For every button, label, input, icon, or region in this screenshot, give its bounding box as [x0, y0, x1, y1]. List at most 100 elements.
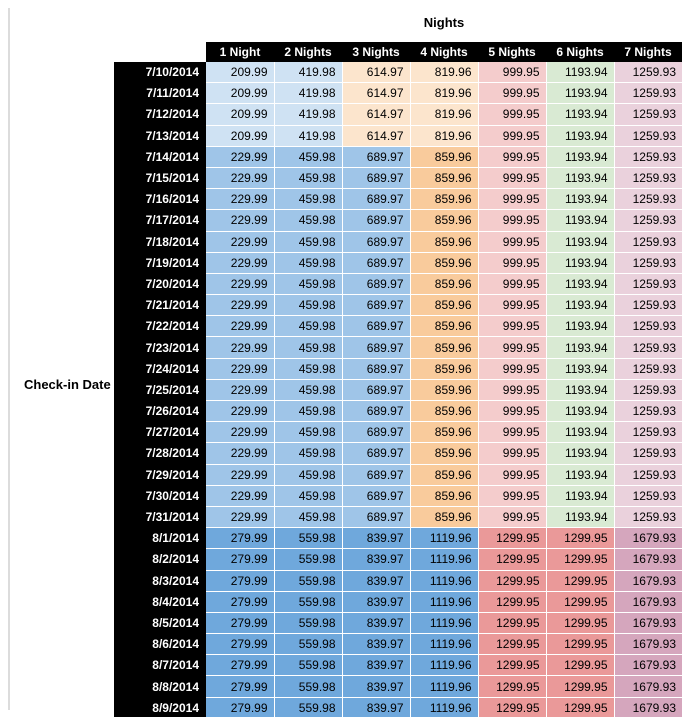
date-cell[interactable]: 7/21/2014 — [114, 294, 206, 316]
price-cell[interactable]: 279.99 — [206, 696, 274, 717]
price-cell[interactable]: 229.99 — [206, 209, 274, 231]
price-cell[interactable]: 1299.95 — [477, 548, 546, 570]
price-cell[interactable]: 839.97 — [341, 611, 410, 634]
price-cell[interactable]: 859.96 — [409, 399, 478, 422]
price-cell[interactable]: 689.97 — [341, 336, 410, 359]
price-cell[interactable]: 459.98 — [273, 505, 342, 528]
price-cell[interactable]: 859.96 — [409, 294, 478, 316]
price-cell[interactable]: 209.99 — [206, 62, 274, 83]
price-cell[interactable]: 839.97 — [341, 675, 410, 698]
price-cell[interactable]: 1119.96 — [409, 527, 478, 549]
price-cell[interactable]: 459.98 — [273, 378, 342, 401]
price-cell[interactable]: 419.98 — [273, 82, 342, 104]
price-cell[interactable]: 1299.95 — [545, 696, 614, 717]
price-cell[interactable]: 559.98 — [273, 611, 342, 634]
date-cell[interactable]: 7/26/2014 — [114, 400, 206, 422]
price-cell[interactable]: 689.97 — [341, 272, 410, 295]
price-cell[interactable]: 859.96 — [409, 484, 478, 507]
date-cell[interactable]: 8/5/2014 — [114, 612, 206, 634]
price-cell[interactable]: 859.96 — [409, 188, 478, 210]
price-cell[interactable]: 279.99 — [206, 569, 274, 592]
price-cell[interactable]: 839.97 — [341, 590, 410, 613]
price-cell[interactable]: 229.99 — [206, 378, 274, 401]
date-cell[interactable]: 7/17/2014 — [114, 209, 206, 231]
price-cell[interactable]: 859.96 — [409, 251, 478, 274]
col-header-7-nights[interactable]: 7 Nights — [614, 42, 682, 62]
price-cell[interactable]: 1193.94 — [545, 230, 614, 253]
price-cell[interactable]: 459.98 — [273, 463, 342, 486]
price-cell[interactable]: 229.99 — [206, 336, 274, 359]
price-cell[interactable]: 1679.93 — [613, 611, 682, 634]
price-cell[interactable]: 999.95 — [477, 82, 546, 104]
price-cell[interactable]: 229.99 — [206, 188, 274, 210]
price-cell[interactable]: 1119.96 — [409, 654, 478, 676]
price-cell[interactable]: 689.97 — [341, 251, 410, 274]
date-cell[interactable]: 7/11/2014 — [114, 82, 206, 104]
price-cell[interactable]: 1679.93 — [613, 654, 682, 676]
price-cell[interactable]: 1193.94 — [545, 272, 614, 295]
price-cell[interactable]: 1259.93 — [613, 442, 682, 465]
price-cell[interactable]: 839.97 — [341, 633, 410, 655]
price-cell[interactable]: 819.96 — [409, 82, 478, 104]
price-cell[interactable]: 999.95 — [477, 251, 546, 274]
price-cell[interactable]: 1119.96 — [409, 548, 478, 570]
price-cell[interactable]: 819.96 — [409, 103, 478, 126]
price-cell[interactable]: 1193.94 — [545, 336, 614, 359]
col-header-5-nights[interactable]: 5 Nights — [478, 42, 546, 62]
price-cell[interactable]: 819.96 — [409, 124, 478, 147]
price-cell[interactable]: 689.97 — [341, 463, 410, 486]
price-cell[interactable]: 1259.93 — [613, 82, 682, 104]
price-cell[interactable]: 1259.93 — [613, 103, 682, 126]
price-cell[interactable]: 999.95 — [477, 294, 546, 316]
price-cell[interactable]: 1259.93 — [613, 209, 682, 231]
price-cell[interactable]: 1259.93 — [613, 188, 682, 210]
price-cell[interactable]: 689.97 — [341, 315, 410, 337]
price-cell[interactable]: 839.97 — [341, 696, 410, 717]
price-cell[interactable]: 1259.93 — [613, 272, 682, 295]
price-cell[interactable]: 614.97 — [341, 62, 410, 83]
price-cell[interactable]: 1299.95 — [545, 527, 614, 549]
price-cell[interactable]: 279.99 — [206, 633, 274, 655]
date-cell[interactable]: 7/23/2014 — [114, 336, 206, 359]
price-cell[interactable]: 1259.93 — [613, 378, 682, 401]
price-cell[interactable]: 689.97 — [341, 230, 410, 253]
price-cell[interactable]: 459.98 — [273, 251, 342, 274]
price-cell[interactable]: 999.95 — [477, 188, 546, 210]
price-cell[interactable]: 1119.96 — [409, 590, 478, 613]
price-cell[interactable]: 419.98 — [273, 124, 342, 147]
price-cell[interactable]: 689.97 — [341, 357, 410, 380]
price-cell[interactable]: 999.95 — [477, 399, 546, 422]
col-header-6-nights[interactable]: 6 Nights — [546, 42, 614, 62]
price-cell[interactable]: 1299.95 — [477, 590, 546, 613]
price-cell[interactable]: 1193.94 — [545, 251, 614, 274]
price-cell[interactable]: 229.99 — [206, 272, 274, 295]
price-cell[interactable]: 1193.94 — [545, 209, 614, 231]
price-cell[interactable]: 1193.94 — [545, 484, 614, 507]
price-cell[interactable]: 1193.94 — [545, 145, 614, 168]
price-cell[interactable]: 1119.96 — [409, 696, 478, 717]
price-cell[interactable]: 1679.93 — [613, 696, 682, 717]
price-cell[interactable]: 559.98 — [273, 590, 342, 613]
date-cell[interactable]: 8/6/2014 — [114, 633, 206, 655]
price-cell[interactable]: 1259.93 — [613, 62, 682, 83]
price-cell[interactable]: 1193.94 — [545, 357, 614, 380]
price-cell[interactable]: 1259.93 — [613, 315, 682, 337]
price-cell[interactable]: 1193.94 — [545, 62, 614, 83]
price-cell[interactable]: 1193.94 — [545, 124, 614, 147]
price-cell[interactable]: 419.98 — [273, 62, 342, 83]
price-cell[interactable]: 1259.93 — [613, 294, 682, 316]
price-cell[interactable]: 999.95 — [477, 505, 546, 528]
date-cell[interactable]: 7/16/2014 — [114, 188, 206, 210]
price-cell[interactable]: 859.96 — [409, 209, 478, 231]
date-cell[interactable]: 7/30/2014 — [114, 485, 206, 507]
price-cell[interactable]: 689.97 — [341, 378, 410, 401]
price-cell[interactable]: 1119.96 — [409, 633, 478, 655]
price-cell[interactable]: 1299.95 — [545, 590, 614, 613]
price-cell[interactable]: 839.97 — [341, 548, 410, 570]
col-header-4-nights[interactable]: 4 Nights — [410, 42, 478, 62]
date-cell[interactable]: 7/15/2014 — [114, 167, 206, 189]
price-cell[interactable]: 1299.95 — [545, 611, 614, 634]
price-cell[interactable]: 1259.93 — [613, 463, 682, 486]
price-cell[interactable]: 999.95 — [477, 272, 546, 295]
date-cell[interactable]: 7/12/2014 — [114, 103, 206, 126]
